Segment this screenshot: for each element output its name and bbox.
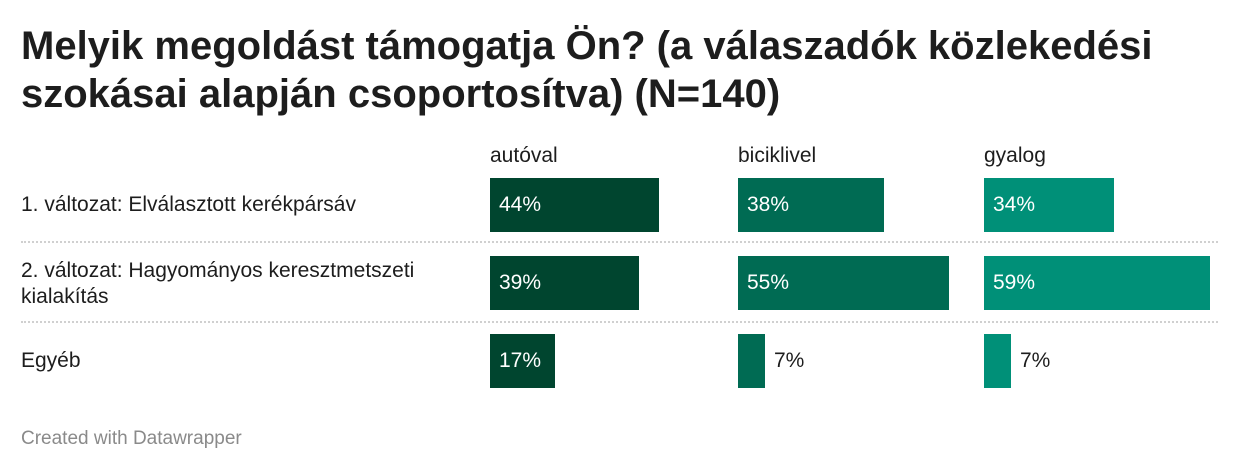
bar-1-1 (490, 178, 659, 232)
row-label-egyeb: Egyéb (21, 349, 81, 372)
bar-3-3 (984, 334, 1011, 388)
bar-value-label: 44% (499, 193, 542, 216)
chart-title: Melyik megoldást támogatja Ön? (a válasz… (21, 24, 1153, 116)
bar-value-label: 55% (747, 271, 790, 294)
row-label-valtozat-2: 2. változat: Hagyományos keresztmetszeti… (21, 259, 415, 308)
bar-3-2 (984, 256, 1210, 310)
bar-2-2 (738, 256, 949, 310)
bar-3-1 (984, 178, 1114, 232)
footer-credit: Created with Datawrapper (21, 428, 242, 449)
bar-value-label: 39% (499, 271, 542, 294)
bar-value-label: 34% (993, 193, 1036, 216)
bar-value-label: 38% (747, 193, 790, 216)
row-divider (21, 321, 1218, 323)
bar-2-3 (738, 334, 765, 388)
bar-value-label: 17% (499, 349, 542, 372)
bar-1-2 (490, 256, 639, 310)
bar-value-label: 59% (993, 271, 1036, 294)
column-header-gyalog: gyalog (984, 144, 1046, 167)
bar-2-1 (738, 178, 884, 232)
bar-value-label: 7% (774, 349, 805, 372)
column-header-biciklivel: biciklivel (738, 144, 817, 167)
row-divider (21, 241, 1218, 243)
bar-1-3 (490, 334, 555, 388)
column-header-autoval: autóval (490, 144, 558, 167)
row-label-valtozat-1: 1. változat: Elválasztott kerékpársáv (21, 193, 356, 216)
bar-value-label: 7% (1020, 349, 1051, 372)
